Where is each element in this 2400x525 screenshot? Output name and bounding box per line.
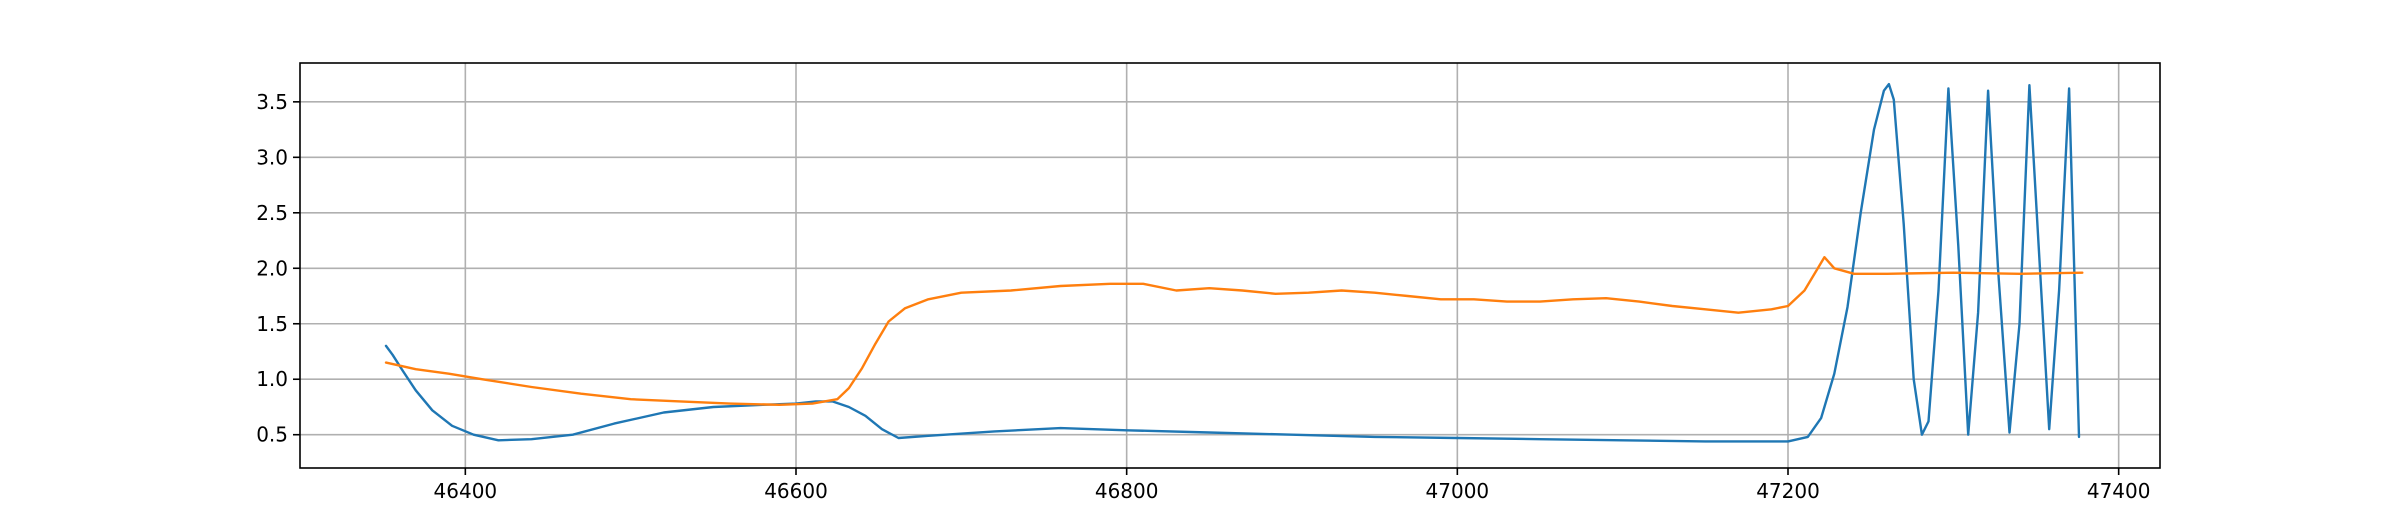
x-tick-label: 46600 xyxy=(764,479,828,503)
y-tick-label: 3.0 xyxy=(256,145,288,169)
x-tick-label: 47200 xyxy=(1756,479,1820,503)
y-axis-ticks: 0.5 1.0 1.5 2.0 2.5 3.0 3.5 xyxy=(256,90,300,447)
x-axis-ticks: 46400 46600 46800 47000 47200 47400 xyxy=(434,468,2151,503)
series-line-1 xyxy=(384,82,2081,443)
x-tick-label: 47400 xyxy=(2087,479,2151,503)
y-tick-label: 1.5 xyxy=(256,312,288,336)
y-tick-label: 3.5 xyxy=(256,90,288,114)
plot-frame xyxy=(299,62,2161,469)
series-line-2 xyxy=(384,256,2084,406)
x-tick-label: 46400 xyxy=(434,479,498,503)
plot-area xyxy=(300,63,2160,468)
x-tick-label: 46800 xyxy=(1095,479,1159,503)
y-tick-label: 2.0 xyxy=(256,256,288,280)
y-tick-label: 1.0 xyxy=(256,367,288,391)
series-lines xyxy=(384,82,2084,443)
grid-lines xyxy=(300,63,2160,468)
y-tick-label: 2.5 xyxy=(256,201,288,225)
y-tick-label: 0.5 xyxy=(256,423,288,447)
x-tick-label: 47000 xyxy=(1426,479,1490,503)
